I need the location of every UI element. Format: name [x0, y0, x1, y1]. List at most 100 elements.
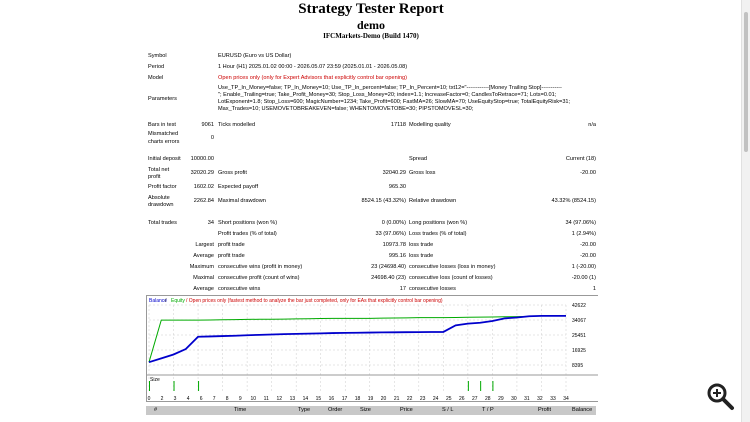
abs-dd-label: Absolute — [148, 195, 170, 201]
parameters-line: Use_TP_In_Money=false; TP_In_Money=10; U… — [218, 85, 562, 91]
trades-label-1: Average — [193, 253, 214, 259]
col-price: Price — [400, 407, 413, 413]
trades-label-2: Profit trades (% of total) — [218, 231, 277, 237]
deposit-label: Initial deposit — [148, 156, 181, 162]
trades-label-3: consecutive loss (count of losses) — [409, 275, 493, 281]
col-size: Size — [360, 407, 371, 413]
quality-value: n/a — [588, 122, 596, 128]
x-tick-label: 2 — [161, 396, 164, 402]
x-tick-label: 11 — [264, 396, 269, 402]
x-tick-label: 27 — [472, 396, 478, 402]
mismatched-label: Mismatched — [148, 131, 179, 137]
spread-label: Spread — [409, 156, 428, 162]
balance-line — [148, 315, 566, 364]
bars-value: 9061 — [201, 122, 214, 128]
legend-note: / Open prices only (fastest method to an… — [186, 298, 443, 304]
y-tick-label: 8395 — [572, 363, 583, 369]
trades-label-2: profit trade — [218, 242, 245, 248]
x-tick-label: 6 — [200, 396, 203, 402]
period-label: Period — [148, 64, 165, 70]
period-value: 1 Hour (H1) 2025.01.02 00:00 - 2026.05.0… — [218, 64, 408, 70]
x-tick-label: 24 — [433, 396, 439, 402]
x-tick-label: 26 — [459, 396, 465, 402]
quality-label: Modelling quality — [409, 122, 451, 128]
parameters-line: "; Enable_Trailing=true; Take_Profit_Mon… — [218, 92, 557, 98]
x-tick-label: 9 — [239, 396, 242, 402]
trades-label-1: Largest — [195, 242, 214, 248]
gross-loss-label: Gross loss — [409, 170, 436, 176]
x-ticks: 0 2 3 4 6 7 8 9 10 11 12 13 14 15 16 17 18 19 20 21 22 23 24 25… — [148, 396, 569, 402]
x-tick-label: 32 — [537, 396, 543, 402]
equity-line — [148, 315, 566, 363]
symbol-value: EURUSD (Euro vs US Dollar) — [218, 53, 292, 59]
mismatched-value: 0 — [210, 135, 214, 141]
pf-label: Profit factor — [148, 184, 177, 190]
x-tick-label: 14 — [303, 396, 309, 402]
netprofit-label-2: profit — [148, 174, 161, 180]
deposit-value: 10000.00 — [190, 156, 214, 162]
x-tick-label: 23 — [420, 396, 426, 402]
payoff-value: 965.30 — [388, 184, 406, 190]
trades-label-3: Long positions (won %) — [409, 220, 468, 226]
size-bar — [492, 381, 494, 391]
trades-value-2: 23 (24698.40) — [371, 264, 406, 270]
account-name: demo — [357, 18, 385, 32]
trades-value-3: -20.00 (1) — [571, 275, 596, 281]
x-tick-label: 21 — [394, 396, 400, 402]
x-tick-label: 31 — [524, 396, 530, 402]
payoff-label: Expected payoff — [218, 184, 259, 190]
x-tick-label: 0 — [148, 396, 151, 402]
col-time: Time — [234, 407, 247, 413]
x-tick-label: 28 — [485, 396, 491, 402]
gross-profit-label: Gross profit — [218, 170, 247, 176]
abs-dd-value: 2262.84 — [193, 198, 214, 204]
x-tick-label: 15 — [316, 396, 322, 402]
x-tick-label: 10 — [250, 396, 256, 402]
trades-label-3: consecutive losses — [409, 286, 456, 292]
x-tick-label: 4 — [187, 396, 190, 402]
col-tp: T / P — [482, 407, 494, 413]
trades-label-1: Maximum — [189, 264, 214, 270]
pf-value: 1602.02 — [193, 184, 214, 190]
vertical-scrollbar[interactable] — [741, 0, 750, 422]
trades-label-2: consecutive profit (count of wins) — [218, 275, 300, 281]
size-bar — [173, 381, 175, 391]
x-tick-label: 19 — [368, 396, 374, 402]
x-tick-label: 22 — [407, 396, 413, 402]
ticks-label: Ticks modelled — [218, 122, 256, 128]
trades-label-3: Loss trades (% of total) — [409, 231, 467, 237]
trades-value-2: 24698.40 (23) — [371, 275, 406, 281]
x-tick-label: 29 — [498, 396, 504, 402]
max-dd-label: Maximal drawdown — [218, 198, 266, 204]
x-tick-label: 20 — [381, 396, 387, 402]
x-tick-label: 3 — [174, 396, 177, 402]
chart-frame — [146, 295, 598, 402]
scrollbar-thumb[interactable] — [744, 12, 748, 152]
trades-label-3: loss trade — [409, 242, 434, 248]
trades-label-3: loss trade — [409, 253, 434, 259]
trades-value-2: 10973.78 — [382, 242, 406, 248]
x-tick-label: 7 — [213, 396, 216, 402]
size-bar — [149, 381, 150, 391]
y-tick-label: 25451 — [572, 333, 586, 339]
ticks-value: 17118 — [390, 122, 406, 128]
x-tick-label: 34 — [563, 396, 569, 402]
trades-label-2: consecutive wins — [218, 286, 261, 292]
y-ticks: 42622 34067 25451 16925 8395 — [572, 303, 586, 369]
zoom-in-icon[interactable] — [705, 381, 735, 411]
gross-profit-value: 32040.29 — [382, 170, 406, 176]
max-dd-value: 8524.15 (43.32%) — [361, 198, 406, 204]
rel-dd-value: 43.32% (8524.15) — [551, 198, 596, 204]
mismatched-label-2: charts errors — [148, 139, 180, 145]
x-tick-label: 12 — [277, 396, 283, 402]
trades-label-2: profit trade — [218, 253, 245, 259]
trades-label-2: Short positions (won %) — [218, 220, 278, 226]
netprofit-value: 32020.29 — [190, 170, 214, 176]
model-value: Open prices only (only for Expert Adviso… — [218, 75, 408, 81]
x-tick-label: 13 — [290, 396, 296, 402]
size-bars — [149, 381, 494, 391]
size-bar — [467, 381, 469, 391]
size-bar — [480, 381, 482, 391]
trades-value-3: 34 (97.06%) — [565, 220, 596, 226]
